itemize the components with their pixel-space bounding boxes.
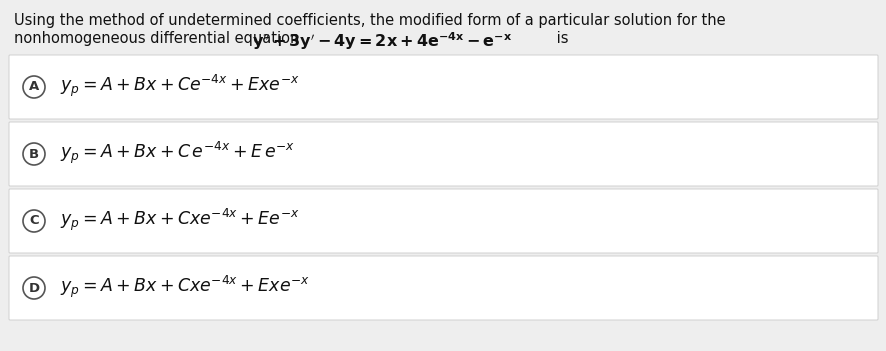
Text: A: A: [29, 80, 39, 93]
Text: $y_p = A + Bx + Cxe^{-4x} + Exe^{-x}$: $y_p = A + Bx + Cxe^{-4x} + Exe^{-x}$: [60, 274, 310, 300]
Text: $y_p = A + Bx + Ce^{-4x} + Exe^{-x}$: $y_p = A + Bx + Ce^{-4x} + Exe^{-x}$: [60, 73, 299, 99]
Text: nonhomogeneous differential equation: nonhomogeneous differential equation: [14, 31, 304, 46]
Text: $y_p = A + Bx + C\,e^{-4x} + E\,e^{-x}$: $y_p = A + Bx + C\,e^{-4x} + E\,e^{-x}$: [60, 140, 295, 166]
Text: $\mathbf{y'' +3y' - 4y = 2x + 4e^{-4x} - e^{-x}}$: $\mathbf{y'' +3y' - 4y = 2x + 4e^{-4x} -…: [252, 30, 511, 52]
Text: C: C: [29, 214, 39, 227]
FancyBboxPatch shape: [9, 256, 877, 320]
Text: is: is: [551, 31, 568, 46]
Text: $y_p = A + Bx + Cxe^{-4x} + Ee^{-x}$: $y_p = A + Bx + Cxe^{-4x} + Ee^{-x}$: [60, 207, 299, 233]
FancyBboxPatch shape: [9, 189, 877, 253]
Circle shape: [23, 277, 45, 299]
Circle shape: [23, 76, 45, 98]
Text: Using the method of undetermined coefficients, the modified form of a particular: Using the method of undetermined coeffic…: [14, 13, 725, 28]
Circle shape: [23, 143, 45, 165]
Text: D: D: [28, 282, 40, 294]
FancyBboxPatch shape: [9, 55, 877, 119]
FancyBboxPatch shape: [9, 122, 877, 186]
Text: B: B: [29, 147, 39, 160]
Circle shape: [23, 210, 45, 232]
